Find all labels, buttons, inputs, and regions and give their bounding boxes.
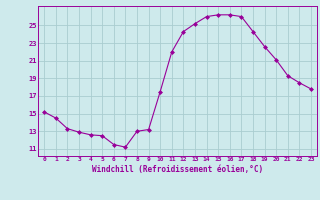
X-axis label: Windchill (Refroidissement éolien,°C): Windchill (Refroidissement éolien,°C) xyxy=(92,165,263,174)
